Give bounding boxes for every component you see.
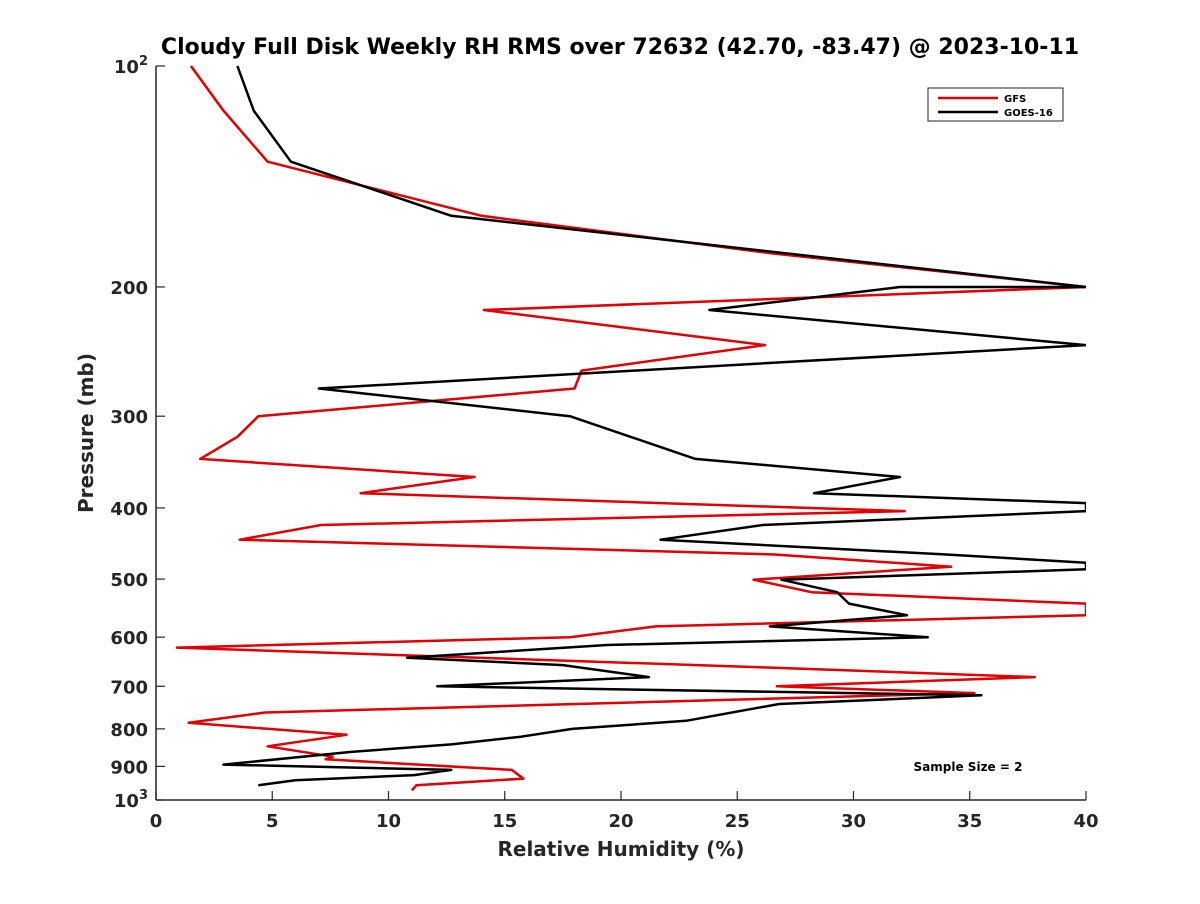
legend-box [927,87,1064,122]
legend-label-gfs: GFS [1004,94,1026,105]
y-tick-label: 900 [110,757,148,778]
plot-area: 0 5 10 15 20 25 30 35 40 102 200 300 400 500 600 700 800… [110,54,1098,832]
chart-title: Cloudy Full Disk Weekly RH RMS over 7263… [161,35,1079,60]
legend-label-goes-16: GOES-16 [1004,108,1053,119]
y-tick-label: 200 [110,278,148,299]
x-tick-label: 35 [957,811,982,832]
y-tick-label: 500 [110,570,148,591]
y-tick-label: 300 [110,407,148,428]
series-line-gfs [175,65,1086,792]
x-tick-label: 20 [608,811,633,832]
x-tick-label: 25 [725,811,750,832]
y-axis-label: Pressure (mb) [74,353,98,513]
sample-size-annotation: Sample Size = 2 [914,760,1023,774]
y-tick-label: 400 [110,499,148,520]
x-tick-label: 5 [266,811,279,832]
series-line-goes-16 [222,65,1086,787]
y-tick-label: 102 [114,54,148,78]
legend: GFS GOES-16 [927,87,1064,122]
x-tick-label: 30 [841,811,866,832]
y-tick-label: 600 [110,628,148,649]
x-tick-label: 15 [492,811,517,832]
y-tick-label: 700 [110,677,148,698]
x-tick-label: 10 [376,811,401,832]
x-tick-label: 0 [150,811,163,832]
y-tick-label: 103 [114,788,148,812]
y-tick-label: 800 [110,720,148,741]
x-axis-label: Relative Humidity (%) [497,837,744,861]
x-tick-label: 40 [1073,811,1098,832]
